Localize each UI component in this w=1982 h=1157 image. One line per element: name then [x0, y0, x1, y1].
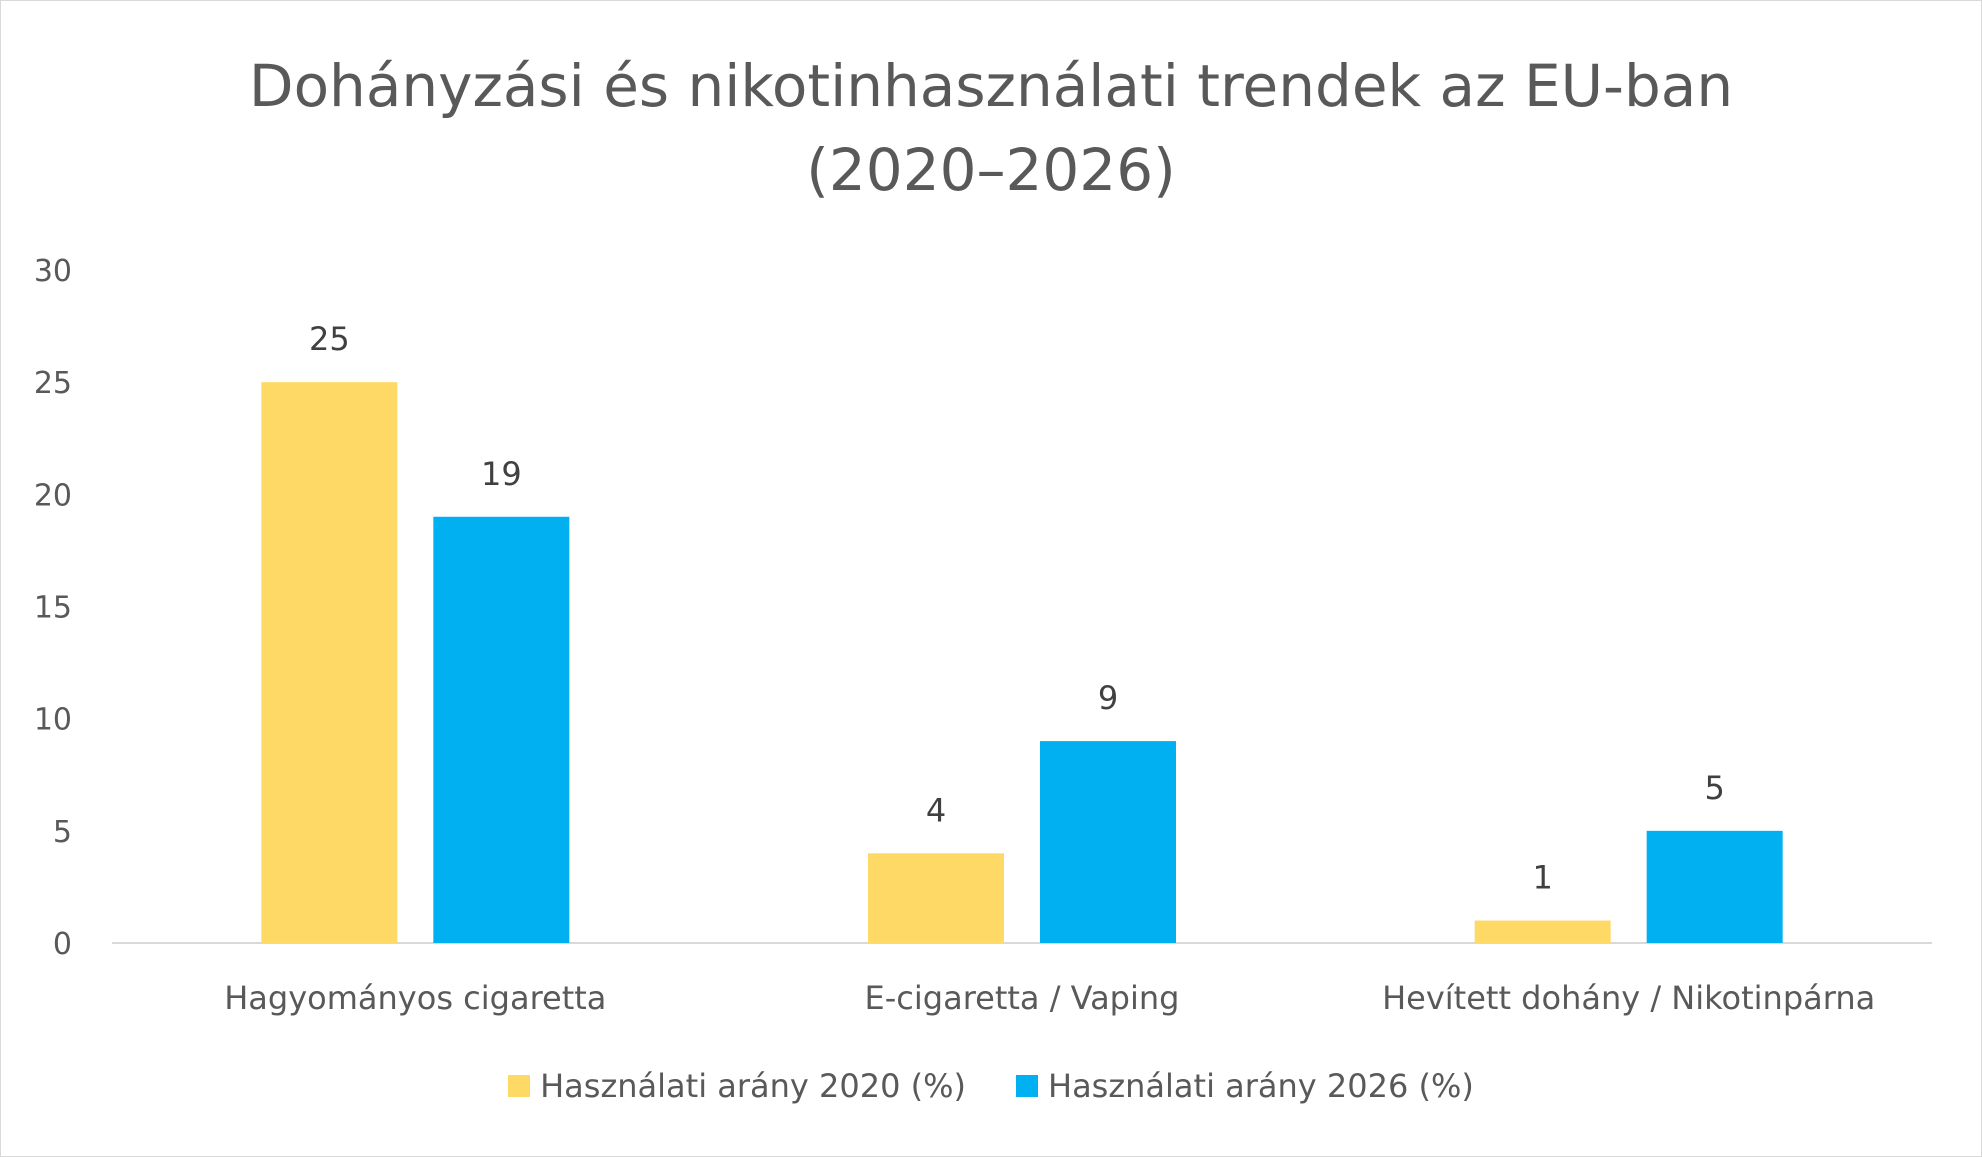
data-label-series0-cat1: 4 [926, 791, 946, 829]
legend-label-2026: Használati arány 2026 (%) [1048, 1067, 1474, 1105]
legend-label-2020: Használati arány 2020 (%) [540, 1067, 966, 1105]
chart-title-line-2: (2020–2026) [806, 136, 1176, 204]
bar-series0-cat2 [1474, 920, 1611, 943]
y-tick-label-0: 0 [53, 927, 72, 962]
data-label-series1-cat0: 19 [481, 455, 522, 493]
y-tick-label-5: 25 [34, 366, 72, 401]
legend-item-2020: Használati arány 2020 (%) [508, 1067, 966, 1105]
x-category-label-1: E-cigaretta / Vaping [865, 979, 1180, 1017]
y-tick-label-3: 15 [34, 591, 72, 626]
y-tick-label-2: 10 [34, 703, 72, 738]
legend-swatch-2020 [508, 1075, 531, 1097]
data-label-series1-cat2: 5 [1704, 769, 1724, 807]
legend-item-2026: Használati arány 2026 (%) [1016, 1067, 1474, 1105]
chart-title: Dohányzási és nikotinhasználati trendek … [0, 44, 1982, 212]
chart-title-line-1: Dohányzási és nikotinhasználati trendek … [248, 52, 1734, 120]
data-label-series0-cat0: 25 [309, 320, 350, 358]
chart-legend: Használati arány 2020 (%) Használati ará… [0, 1067, 1982, 1105]
y-tick-label-6: 30 [34, 254, 72, 289]
bar-series1-cat2 [1646, 830, 1783, 943]
bar-series1-cat0 [433, 516, 570, 943]
bar-series0-cat1 [868, 853, 1004, 943]
bar-series0-cat0 [261, 382, 398, 944]
bar-series1-cat1 [1040, 741, 1176, 943]
x-category-label-0: Hagyományos cigaretta [224, 979, 606, 1017]
y-tick-label-1: 5 [53, 815, 72, 850]
y-tick-label-4: 20 [34, 478, 72, 513]
data-label-series0-cat2: 1 [1532, 859, 1552, 897]
x-category-label-2: Hevített dohány / Nikotinpárna [1382, 979, 1875, 1017]
data-label-series1-cat1: 9 [1098, 679, 1118, 717]
legend-swatch-2026 [1016, 1075, 1038, 1097]
